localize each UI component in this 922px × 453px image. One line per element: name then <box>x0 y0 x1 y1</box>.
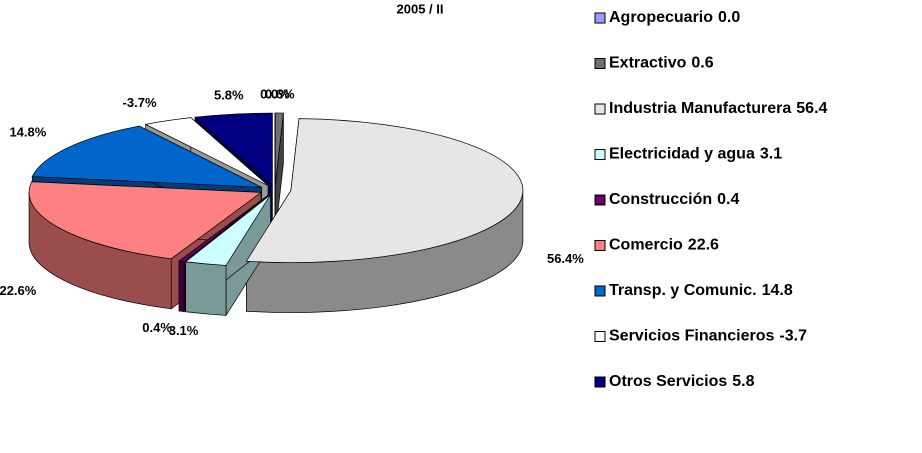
data-label: 5.8% <box>214 88 244 103</box>
legend-swatch <box>594 103 606 115</box>
slice <box>178 194 270 262</box>
legend-label: Electricidad y agua 3.1 <box>609 146 782 163</box>
data-label: 0.0% <box>260 86 290 101</box>
legend-swatch <box>594 376 606 388</box>
data-label: 0.6% <box>265 86 295 101</box>
legend-swatch <box>594 194 606 206</box>
legend-label: Extractivo 0.6 <box>609 55 714 72</box>
data-label: -3.7% <box>123 95 157 110</box>
legend-value: 56.4 <box>796 100 827 117</box>
data-label: 3.1% <box>169 323 199 338</box>
legend-value: -3.7 <box>779 328 807 345</box>
slice <box>245 118 524 263</box>
legend-name: Industria Manufacturera <box>609 100 791 117</box>
slice <box>144 117 269 186</box>
legend-swatch <box>594 58 606 69</box>
legend-swatch <box>594 12 606 24</box>
slice-wall <box>185 261 227 316</box>
chart-title: 2005 / II <box>397 1 444 16</box>
slice-wall <box>178 260 185 313</box>
legend-label: Servicios Financieros -3.7 <box>609 328 807 345</box>
slice <box>28 181 263 260</box>
legend-name: Comercio <box>609 237 683 254</box>
legend-value: 3.1 <box>760 146 782 163</box>
legend-label: Otros Servicios 5.8 <box>609 373 755 390</box>
tops <box>28 112 524 266</box>
legend-value: 0.4 <box>717 191 739 208</box>
legend-label: Industria Manufacturera 56.4 <box>609 100 828 117</box>
legend-value: 0.6 <box>691 55 713 72</box>
legend-name: Agropecuario <box>609 9 713 26</box>
legend-swatch <box>594 149 606 160</box>
legend-swatch <box>594 331 606 342</box>
legend-name: Transp. y Comunic. <box>609 282 757 299</box>
legend-label: Construcción 0.4 <box>609 191 739 208</box>
slice <box>31 125 262 188</box>
legend-name: Electricidad y agua <box>609 146 755 163</box>
legend-name: Extractivo <box>609 55 687 72</box>
legend-name: Servicios Financieros <box>609 328 775 345</box>
legend-label: Agropecuario 0.0 <box>609 9 740 26</box>
legend-value: 22.6 <box>688 237 719 254</box>
legend-label: Comercio 22.6 <box>609 237 719 254</box>
legend-name: Construcción <box>609 191 712 208</box>
legend-name: Otros Servicios <box>609 373 727 390</box>
data-label: 14.8% <box>9 125 46 140</box>
slice <box>194 112 273 186</box>
legend-value: 5.8 <box>732 373 754 390</box>
legend-swatch <box>594 240 606 251</box>
legend-value: 14.8 <box>762 282 793 299</box>
slice <box>184 194 271 266</box>
data-label: 56.4% <box>547 251 584 266</box>
data-label: 22.6% <box>0 283 37 298</box>
legend-swatch <box>594 285 606 297</box>
legend-value: 0.0 <box>718 9 740 26</box>
slice <box>274 112 284 186</box>
data-label: 0.4% <box>142 320 172 335</box>
legend-label: Transp. y Comunic. 14.8 <box>609 282 793 299</box>
